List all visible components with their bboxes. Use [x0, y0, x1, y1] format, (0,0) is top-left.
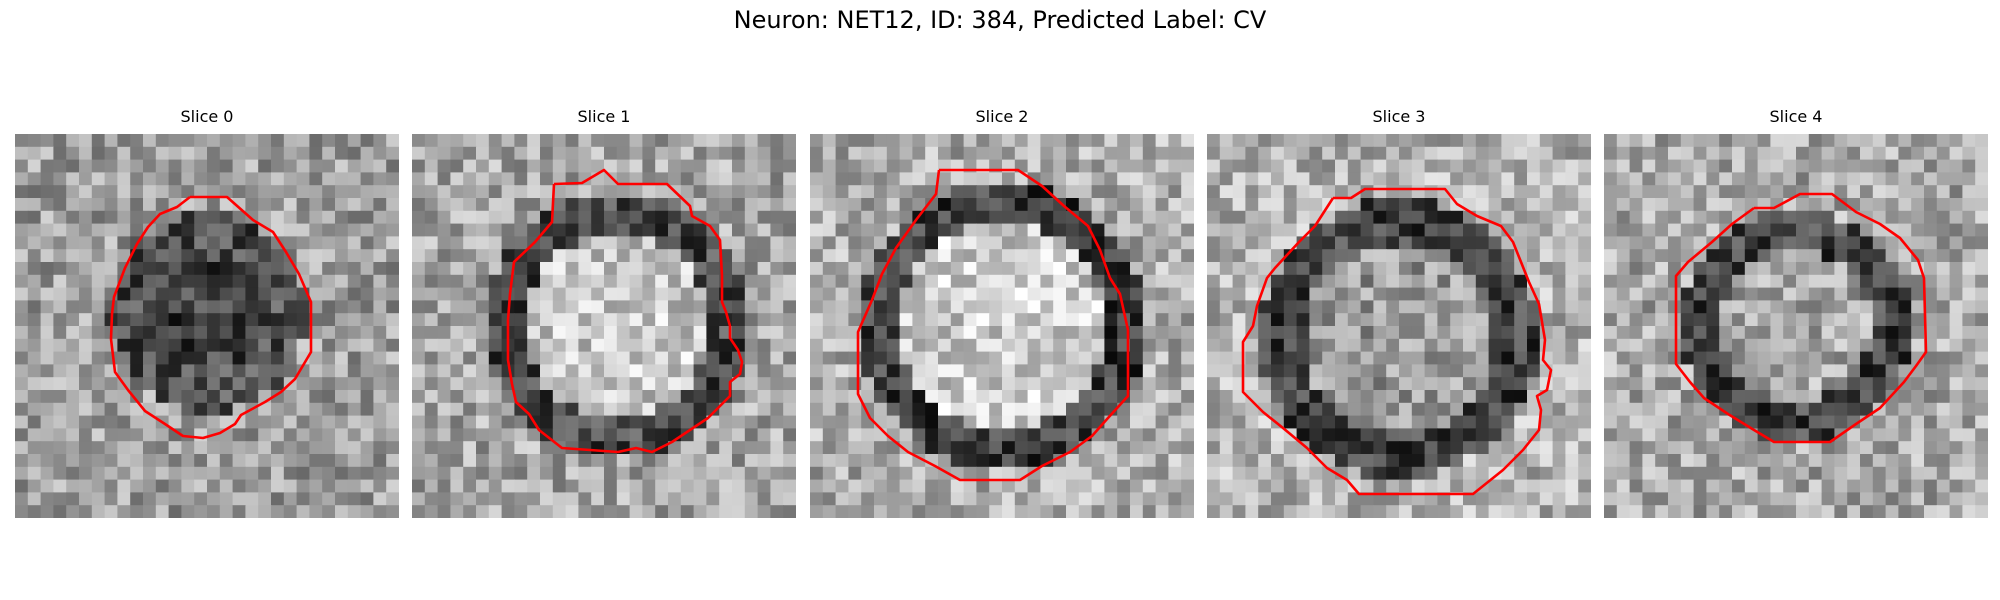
slice-title-4: Slice 4 — [1769, 107, 1823, 126]
slice-panel-3: Slice 3 — [1207, 106, 1591, 518]
slice-contour-1 — [506, 168, 744, 454]
slice-title-1: Slice 1 — [577, 107, 631, 126]
slice-pixels-4 — [1604, 134, 1988, 518]
slice-contour-4 — [1674, 192, 1928, 444]
slice-title-3: Slice 3 — [1372, 107, 1426, 126]
slice-contour-0 — [109, 195, 313, 440]
slice-image-4 — [1604, 134, 1988, 518]
slice-contour-2 — [856, 168, 1130, 482]
slice-image-svg-0 — [15, 134, 399, 518]
slice-pixels-0 — [15, 134, 399, 518]
slice-pixels-1 — [412, 134, 796, 518]
slice-title-2: Slice 2 — [975, 107, 1029, 126]
slice-panel-4: Slice 4 — [1604, 106, 1988, 518]
slice-image-svg-2 — [810, 134, 1194, 518]
slice-panel-1: Slice 1 — [412, 106, 796, 518]
slice-image-svg-4 — [1604, 134, 1988, 518]
slice-pixels-2 — [810, 134, 1194, 518]
slice-image-3 — [1207, 134, 1591, 518]
figure-title: Neuron: NET12, ID: 384, Predicted Label:… — [733, 6, 1267, 34]
slice-title-0: Slice 0 — [180, 107, 234, 126]
slice-image-1 — [412, 134, 796, 518]
slice-image-svg-1 — [412, 134, 796, 518]
slice-panel-2: Slice 2 — [810, 106, 1194, 518]
slice-image-0 — [15, 134, 399, 518]
slice-panel-0: Slice 0 — [15, 106, 399, 518]
slice-image-svg-3 — [1207, 134, 1591, 518]
slice-contour-3 — [1241, 187, 1553, 496]
slice-pixels-3 — [1207, 134, 1591, 518]
slice-image-2 — [810, 134, 1194, 518]
